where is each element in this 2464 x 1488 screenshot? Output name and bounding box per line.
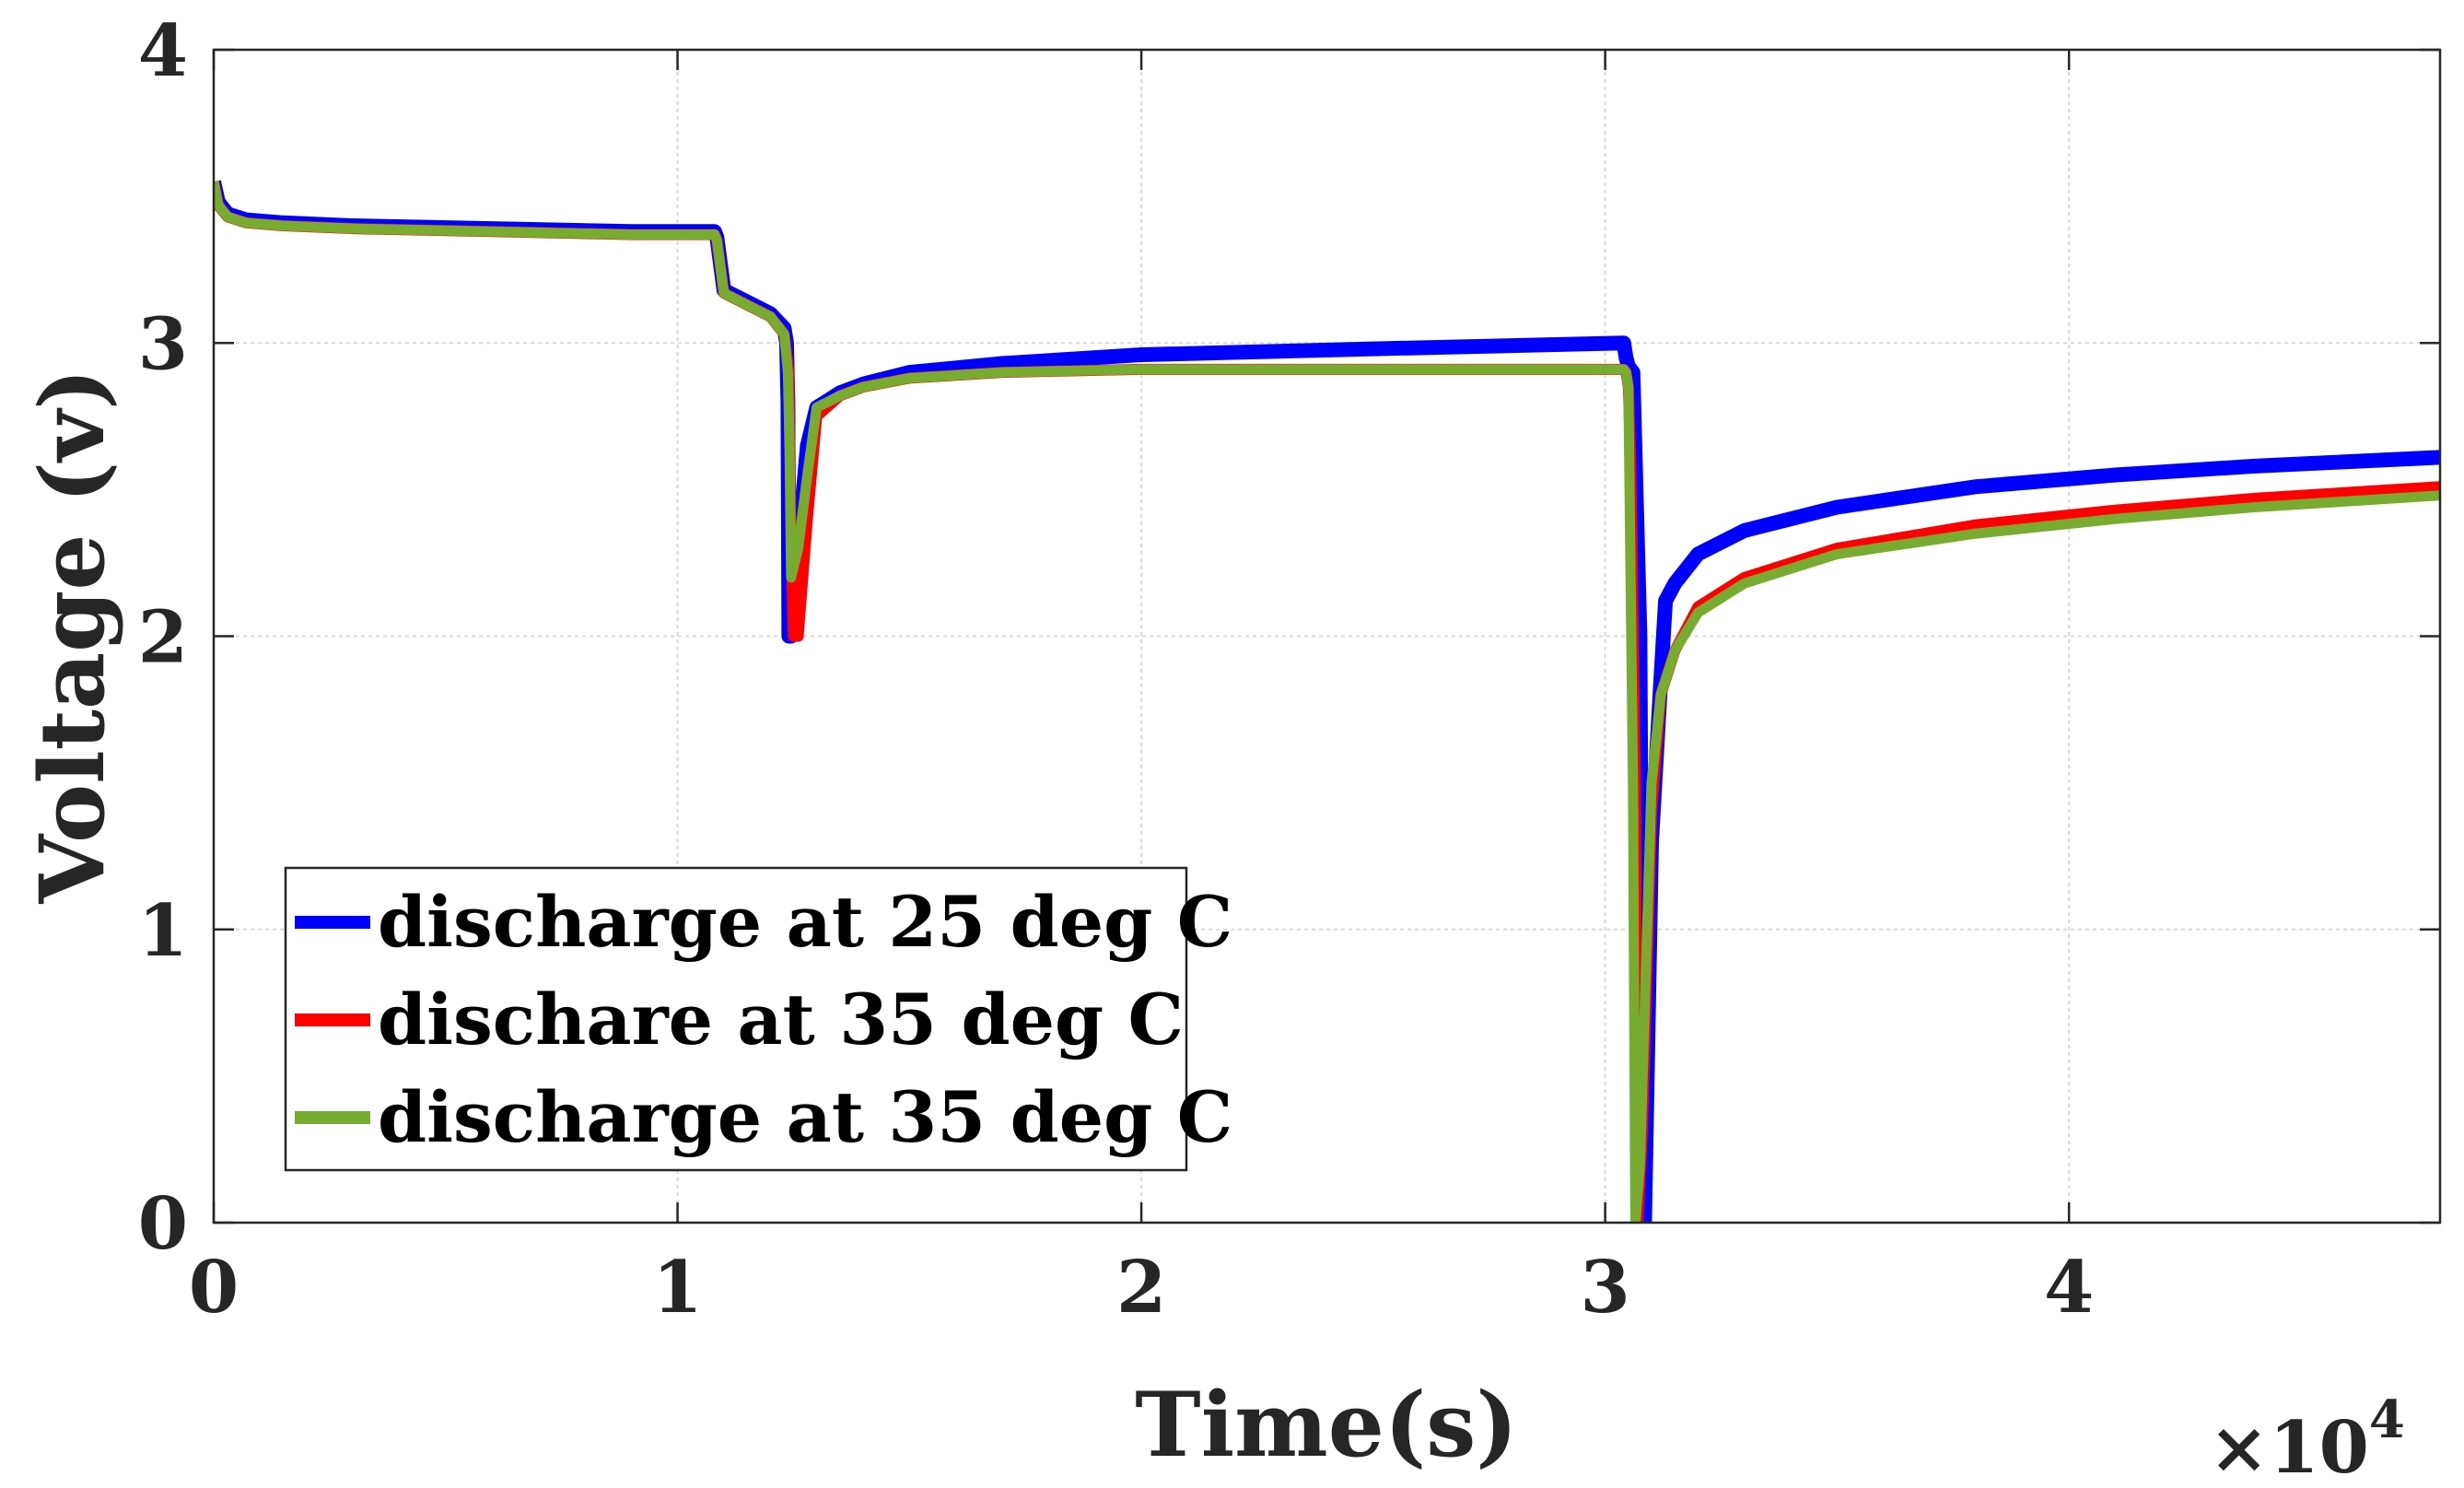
x-tick-label: 0 <box>189 1246 239 1330</box>
legend-label-3: discharge at 35 deg C <box>378 1076 1232 1158</box>
series-line-3 <box>214 181 2440 1223</box>
x-tick-label: 3 <box>1580 1246 1629 1330</box>
y-tick-label: 4 <box>138 9 188 93</box>
legend-label-1: discharge at 25 deg C <box>378 881 1232 963</box>
y-axis: 0 1 2 3 4 <box>138 9 2440 1266</box>
y-tick-label: 2 <box>138 596 188 680</box>
legend-label-2: dischare at 35 deg C <box>378 978 1184 1060</box>
series-layer <box>214 180 2440 1223</box>
x-tick-label: 4 <box>2044 1246 2094 1330</box>
x-axis-title: Time(s) <box>1135 1373 1517 1477</box>
y-tick-label: 1 <box>138 889 188 973</box>
x-exponent-base: ×10 <box>2209 1406 2369 1488</box>
y-tick-label: 3 <box>138 302 188 386</box>
x-tick-label: 1 <box>652 1246 702 1330</box>
x-axis: 0 1 2 3 4 <box>189 50 2094 1330</box>
x-exponent-label: ×104 <box>2209 1389 2405 1488</box>
x-exponent-power: 4 <box>2369 1389 2405 1450</box>
x-tick-label: 2 <box>1116 1246 1166 1330</box>
y-axis-title: Voltage (v) <box>20 369 124 905</box>
y-tick-label: 0 <box>138 1182 188 1266</box>
legend-box <box>284 866 1188 1172</box>
legend: discharge at 25 deg C dischare at 35 deg … <box>284 866 1232 1172</box>
